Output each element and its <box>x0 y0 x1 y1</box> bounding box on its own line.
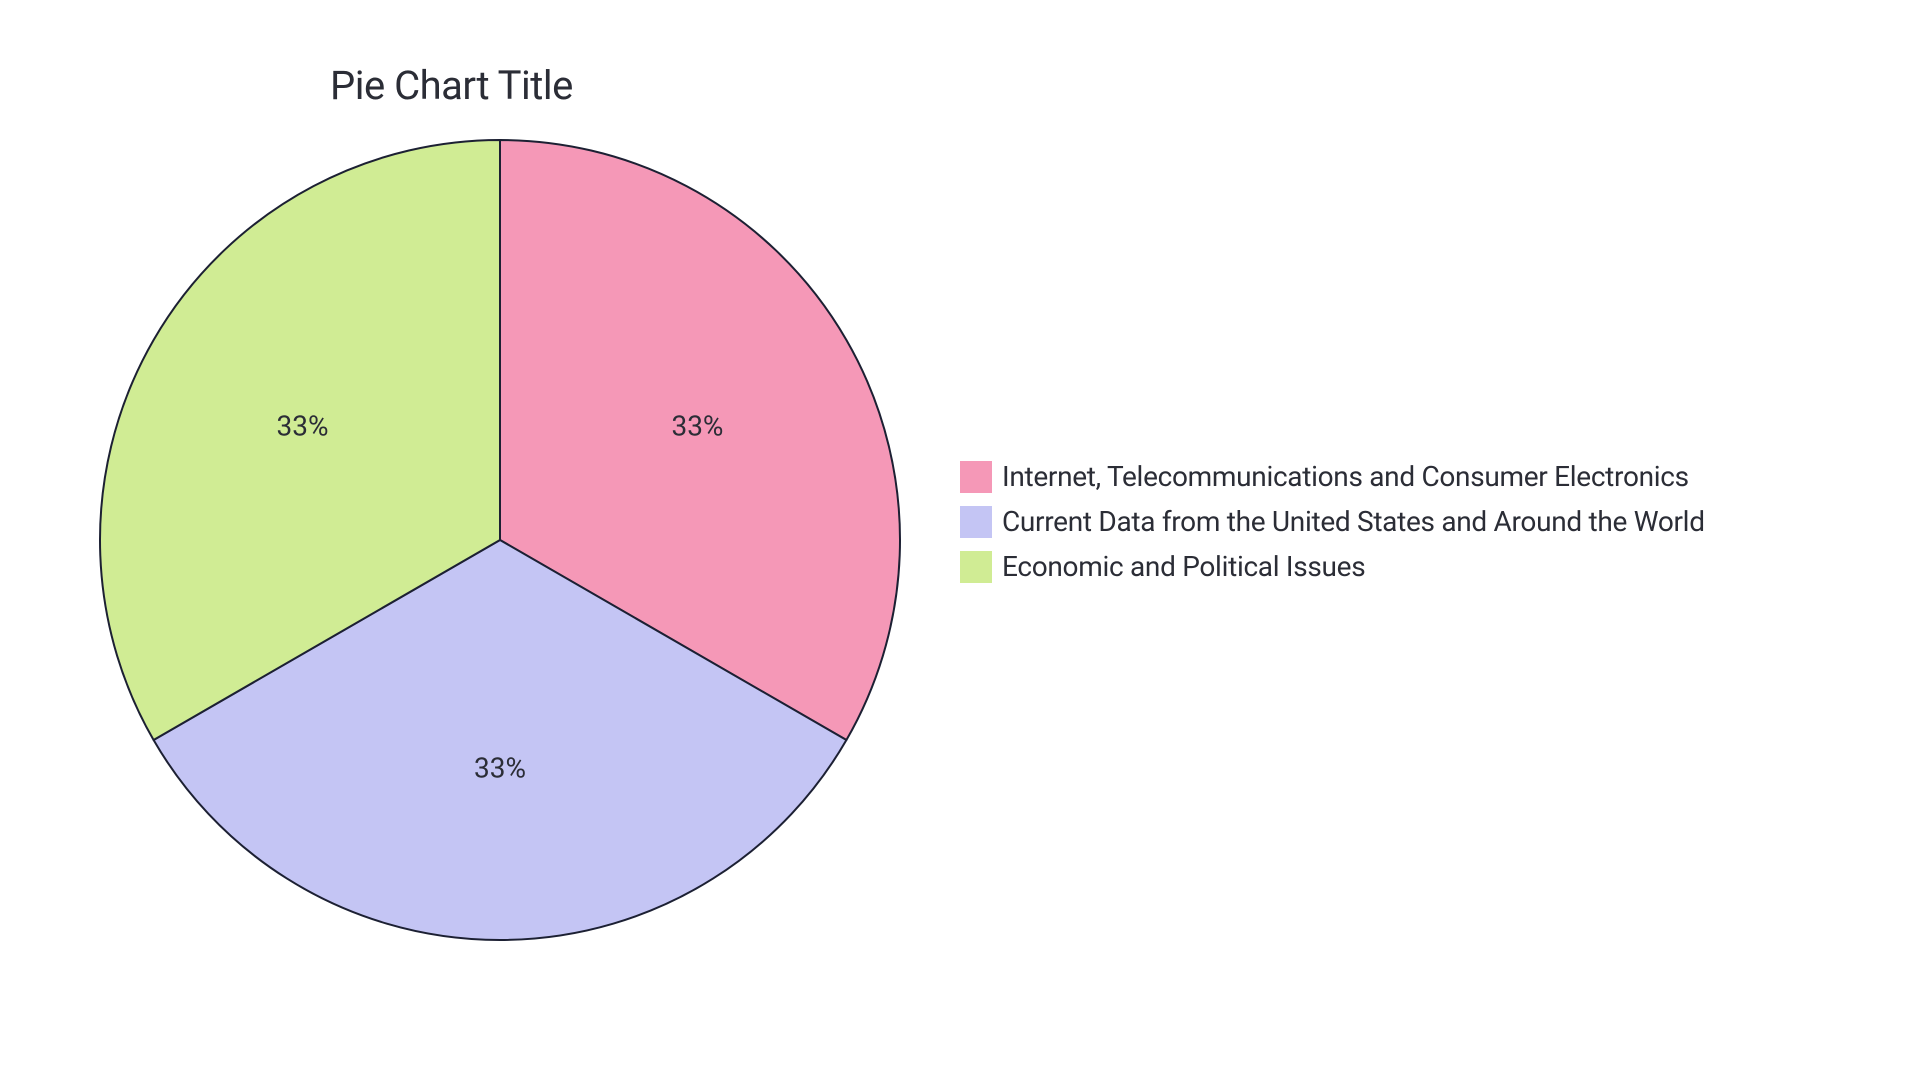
legend-item-2: Economic and Political Issues <box>960 550 1705 583</box>
legend: Internet, Telecommunications and Consume… <box>960 460 1705 583</box>
legend-item-0: Internet, Telecommunications and Consume… <box>960 460 1705 493</box>
legend-label-0: Internet, Telecommunications and Consume… <box>1002 460 1689 493</box>
legend-swatch-2 <box>960 551 992 583</box>
chart-title: Pie Chart Title <box>330 62 573 109</box>
slice-label-0: 33% <box>671 410 723 443</box>
chart-container: Pie Chart Title 33% 33% 33% Internet, Tele… <box>0 0 1920 1080</box>
legend-label-1: Current Data from the United States and … <box>1002 505 1705 538</box>
legend-swatch-0 <box>960 461 992 493</box>
legend-label-2: Economic and Political Issues <box>1002 550 1365 583</box>
legend-item-1: Current Data from the United States and … <box>960 505 1705 538</box>
pie-chart: 33% 33% 33% <box>96 136 904 944</box>
slice-label-1: 33% <box>474 752 526 785</box>
slice-label-2: 33% <box>277 410 329 443</box>
legend-swatch-1 <box>960 506 992 538</box>
